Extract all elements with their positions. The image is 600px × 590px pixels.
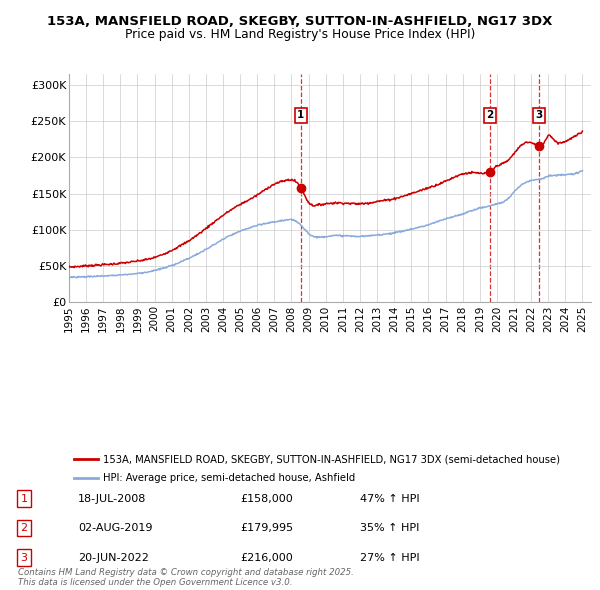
Text: 2: 2 — [20, 523, 28, 533]
Text: 20-JUN-2022: 20-JUN-2022 — [78, 553, 149, 562]
Text: 1: 1 — [20, 494, 28, 503]
Text: £158,000: £158,000 — [240, 494, 293, 503]
Text: 1: 1 — [297, 110, 305, 120]
Text: £179,995: £179,995 — [240, 523, 293, 533]
Text: 2: 2 — [487, 110, 494, 120]
Text: Price paid vs. HM Land Registry's House Price Index (HPI): Price paid vs. HM Land Registry's House … — [125, 28, 475, 41]
Text: 18-JUL-2008: 18-JUL-2008 — [78, 494, 146, 503]
Text: 02-AUG-2019: 02-AUG-2019 — [78, 523, 152, 533]
Text: HPI: Average price, semi-detached house, Ashfield: HPI: Average price, semi-detached house,… — [103, 473, 355, 483]
Text: 27% ↑ HPI: 27% ↑ HPI — [360, 553, 419, 562]
Text: 47% ↑ HPI: 47% ↑ HPI — [360, 494, 419, 503]
Text: 153A, MANSFIELD ROAD, SKEGBY, SUTTON-IN-ASHFIELD, NG17 3DX: 153A, MANSFIELD ROAD, SKEGBY, SUTTON-IN-… — [47, 15, 553, 28]
Text: 35% ↑ HPI: 35% ↑ HPI — [360, 523, 419, 533]
Text: £216,000: £216,000 — [240, 553, 293, 562]
Text: 153A, MANSFIELD ROAD, SKEGBY, SUTTON-IN-ASHFIELD, NG17 3DX (semi-detached house): 153A, MANSFIELD ROAD, SKEGBY, SUTTON-IN-… — [103, 454, 560, 464]
Text: 3: 3 — [536, 110, 543, 120]
Text: 3: 3 — [20, 553, 28, 562]
Text: Contains HM Land Registry data © Crown copyright and database right 2025.
This d: Contains HM Land Registry data © Crown c… — [18, 568, 354, 587]
